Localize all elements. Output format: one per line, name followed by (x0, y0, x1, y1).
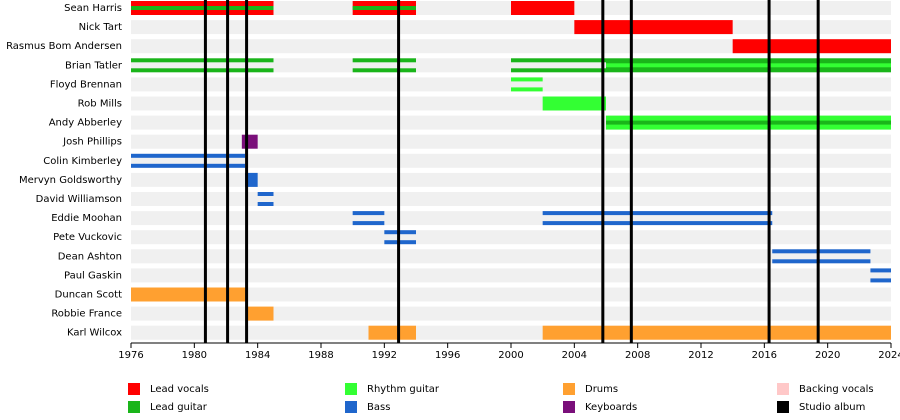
row-band (131, 77, 891, 92)
x-tick-label: 2004 (562, 350, 587, 361)
member-bar (131, 287, 247, 302)
member-bar (352, 221, 385, 226)
row-band (131, 96, 891, 111)
member-bar (574, 20, 733, 35)
row-band (131, 192, 891, 206)
row-band (131, 39, 891, 54)
x-tick-label: 1984 (245, 350, 270, 361)
member-bar (352, 68, 416, 73)
member-bar (352, 58, 416, 63)
row-band (131, 172, 891, 187)
member-bar (131, 163, 245, 168)
x-tick-label: 2000 (498, 350, 523, 361)
member-bar (772, 249, 871, 254)
x-tick-label: 1988 (308, 350, 333, 361)
member-bar (246, 306, 274, 321)
member-name: Mervyn Goldsworthy (19, 175, 122, 186)
legend-label: Backing vocals (799, 384, 874, 395)
member-name: Karl Wilcox (67, 328, 122, 339)
row-band (131, 287, 891, 302)
x-tick-label: 2024 (878, 350, 900, 361)
row-band (131, 268, 891, 283)
row-band (131, 153, 891, 168)
member-bar (368, 325, 416, 340)
x-tick-label: 2020 (815, 350, 840, 361)
row-band (131, 306, 891, 321)
member-bar (870, 278, 891, 283)
legend-swatch (563, 401, 575, 413)
member-bar (257, 202, 274, 206)
legend-swatch (128, 383, 140, 395)
member-bar (542, 96, 606, 111)
member-bar (131, 153, 245, 158)
x-tick-label: 1996 (435, 350, 460, 361)
member-name: Eddie Moohan (51, 213, 122, 224)
legend-swatch (777, 401, 789, 413)
legend-label: Lead guitar (150, 402, 208, 413)
member-bar-stripe (606, 63, 891, 68)
member-name: Paul Gaskin (64, 270, 122, 281)
member-bar (870, 268, 891, 273)
legend-label: Rhythm guitar (367, 384, 440, 395)
row-band (131, 211, 891, 226)
member-bar-stripe (352, 6, 416, 10)
x-tick-label: 2012 (688, 350, 713, 361)
member-name: Andy Abberley (49, 118, 122, 129)
member-bar (511, 1, 575, 15)
member-name: Rasmus Bom Andersen (6, 41, 122, 52)
member-name: Pete Vuckovic (53, 232, 122, 243)
member-bar (384, 240, 416, 245)
member-bar-stripe (606, 120, 891, 125)
legend-label: Keyboards (585, 402, 637, 413)
member-bar-stripe (131, 6, 274, 10)
legend-label: Bass (367, 402, 390, 413)
member-bar (384, 230, 416, 235)
x-tick-label: 1992 (372, 350, 397, 361)
row-band (131, 134, 891, 149)
member-bar (732, 39, 891, 54)
member-name: Nick Tart (79, 22, 122, 33)
legend-swatch (563, 383, 575, 395)
member-bar (511, 68, 606, 73)
row-band (131, 230, 891, 245)
legend-swatch (345, 401, 357, 413)
legend-label: Studio album (799, 402, 865, 413)
member-bar (542, 221, 773, 226)
member-bar (511, 58, 606, 63)
x-tick-label: 1976 (118, 350, 143, 361)
member-name: Floyd Brennan (50, 79, 122, 90)
legend-swatch (345, 383, 357, 395)
member-name: Robbie France (51, 309, 122, 320)
member-bar (131, 68, 274, 73)
member-bar (542, 325, 891, 340)
x-tick-label: 2008 (625, 350, 650, 361)
member-name: Brian Tatler (65, 60, 123, 71)
legend-label: Drums (585, 384, 618, 395)
member-name: Duncan Scott (55, 290, 122, 301)
member-name: Sean Harris (64, 3, 122, 14)
member-bar (772, 259, 871, 264)
legend-swatch (777, 383, 789, 395)
member-bar (352, 211, 385, 216)
x-tick-label: 1980 (182, 350, 207, 361)
row-band (131, 20, 891, 35)
member-bar (245, 172, 258, 187)
member-bar (511, 87, 543, 92)
member-bar (542, 211, 773, 216)
member-name: Colin Kimberley (43, 156, 122, 167)
member-name: David Williamson (36, 194, 122, 205)
member-name: Rob Mills (78, 99, 122, 110)
member-name: Josh Phillips (62, 137, 122, 148)
member-bar (131, 58, 274, 63)
row-band (131, 249, 891, 264)
legend-swatch (128, 401, 140, 413)
member-bar (257, 192, 274, 196)
member-bar (511, 77, 543, 82)
x-tick-label: 2016 (752, 350, 777, 361)
legend-label: Lead vocals (150, 384, 209, 395)
member-name: Dean Ashton (58, 251, 122, 262)
member-bar (241, 134, 258, 149)
